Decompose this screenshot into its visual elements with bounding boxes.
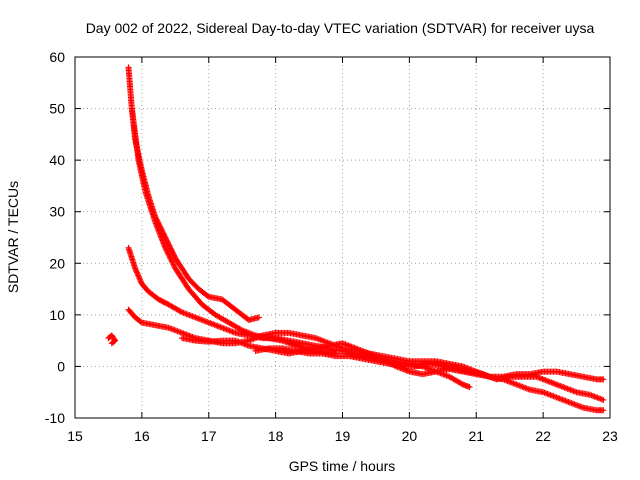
x-tick-label: 19 bbox=[335, 428, 351, 444]
data-point bbox=[166, 244, 173, 251]
data-point bbox=[109, 339, 116, 346]
data-point bbox=[167, 255, 174, 262]
data-point bbox=[170, 251, 177, 258]
series-track-6 bbox=[252, 345, 607, 403]
data-point bbox=[166, 253, 173, 260]
x-tick-label: 18 bbox=[268, 428, 284, 444]
y-tick-label: 20 bbox=[49, 255, 65, 271]
y-tick-label: 0 bbox=[57, 358, 65, 374]
data-point bbox=[168, 248, 175, 255]
y-tick-label: 30 bbox=[49, 204, 65, 220]
data-point bbox=[168, 257, 175, 264]
data-point bbox=[163, 247, 170, 254]
series-track-2 bbox=[128, 105, 339, 357]
data-point bbox=[600, 407, 607, 414]
y-tick-label: -10 bbox=[45, 410, 65, 426]
data-point bbox=[166, 242, 173, 249]
x-axis-label: GPS time / hours bbox=[289, 458, 396, 474]
y-tick-label: 60 bbox=[49, 49, 65, 65]
data-point bbox=[169, 249, 176, 256]
y-tick-label: 10 bbox=[49, 307, 65, 323]
data-points bbox=[105, 64, 607, 414]
data-point bbox=[164, 250, 171, 257]
data-point bbox=[168, 258, 175, 265]
data-point bbox=[204, 292, 211, 299]
y-tick-label: 40 bbox=[49, 152, 65, 168]
data-point bbox=[466, 384, 473, 391]
data-point bbox=[169, 259, 176, 266]
data-point bbox=[170, 252, 177, 259]
grid bbox=[75, 57, 610, 418]
data-point bbox=[162, 244, 169, 251]
x-tick-label: 21 bbox=[468, 428, 484, 444]
x-tick-label: 17 bbox=[201, 428, 217, 444]
data-point bbox=[170, 262, 177, 269]
data-point bbox=[164, 248, 171, 255]
data-point bbox=[166, 254, 173, 261]
data-point bbox=[108, 340, 115, 347]
data-point bbox=[600, 376, 607, 383]
data-point bbox=[167, 245, 174, 252]
data-point bbox=[168, 246, 175, 253]
data-point bbox=[162, 246, 169, 253]
chart-title: Day 002 of 2022, Sidereal Day-to-day VTE… bbox=[86, 20, 595, 36]
data-point bbox=[137, 318, 144, 325]
y-axis-label: SDTVAR / TECUs bbox=[5, 181, 21, 293]
x-tick-label: 20 bbox=[402, 428, 418, 444]
data-point bbox=[600, 396, 607, 403]
data-point bbox=[177, 308, 184, 315]
data-point bbox=[458, 380, 465, 387]
data-point bbox=[255, 314, 262, 321]
series-track-7 bbox=[105, 332, 119, 347]
y-tick-label: 50 bbox=[49, 101, 65, 117]
x-tick-label: 15 bbox=[67, 428, 83, 444]
x-tick-label: 22 bbox=[535, 428, 551, 444]
axis-ticks: 15 16 17 18 19 20 21 22 23 -10 0 10 20 30 40 50 60 bbox=[45, 49, 618, 444]
x-tick-label: 16 bbox=[134, 428, 150, 444]
data-point bbox=[165, 251, 172, 258]
x-tick-label: 23 bbox=[602, 428, 618, 444]
data-point bbox=[170, 261, 177, 268]
plot-frame bbox=[74, 56, 611, 419]
